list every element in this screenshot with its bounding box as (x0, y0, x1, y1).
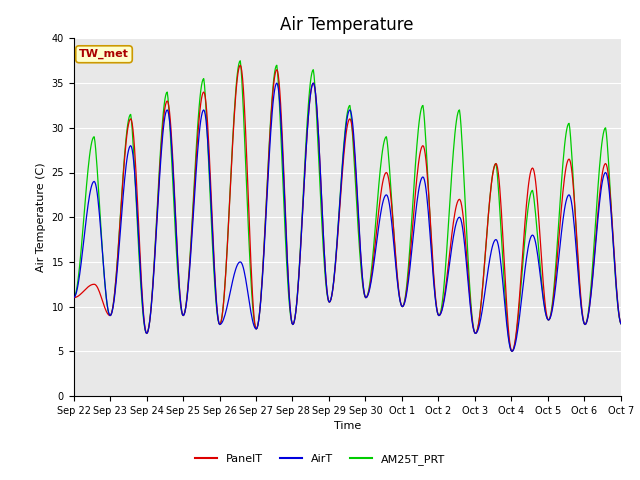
PanelT (220, 291, 228, 297)
PanelT (191, 169, 199, 175)
Legend: PanelT, AirT, AM25T_PRT: PanelT, AirT, AM25T_PRT (191, 450, 449, 469)
AM25T_PRT (70, 295, 77, 300)
AirT (136, 258, 143, 264)
PanelT (136, 247, 143, 253)
PanelT (79, 288, 87, 294)
AirT (415, 189, 422, 195)
Title: Air Temperature: Air Temperature (280, 16, 414, 34)
AirT (70, 295, 77, 300)
AirT (617, 321, 625, 326)
PanelT (70, 295, 77, 300)
Y-axis label: Air Temperature (C): Air Temperature (C) (36, 162, 46, 272)
AirT (273, 80, 281, 86)
PanelT (617, 321, 625, 326)
AM25T_PRT (508, 348, 516, 354)
PanelT (431, 281, 438, 287)
Line: PanelT: PanelT (74, 65, 621, 351)
Line: AirT: AirT (74, 83, 621, 351)
AirT (79, 240, 87, 246)
AirT (508, 348, 516, 354)
AM25T_PRT (431, 284, 438, 290)
PanelT (508, 348, 516, 354)
AM25T_PRT (191, 160, 199, 166)
PanelT (236, 62, 244, 68)
AM25T_PRT (220, 291, 228, 297)
AM25T_PRT (136, 267, 143, 273)
AM25T_PRT (617, 321, 625, 326)
AM25T_PRT (415, 126, 422, 132)
AirT (220, 314, 228, 320)
AM25T_PRT (236, 58, 244, 64)
AM25T_PRT (79, 219, 87, 225)
X-axis label: Time: Time (333, 421, 361, 431)
Text: TW_met: TW_met (79, 49, 129, 60)
Line: AM25T_PRT: AM25T_PRT (74, 61, 621, 351)
PanelT (415, 162, 422, 168)
AirT (191, 180, 199, 186)
AirT (431, 287, 438, 292)
